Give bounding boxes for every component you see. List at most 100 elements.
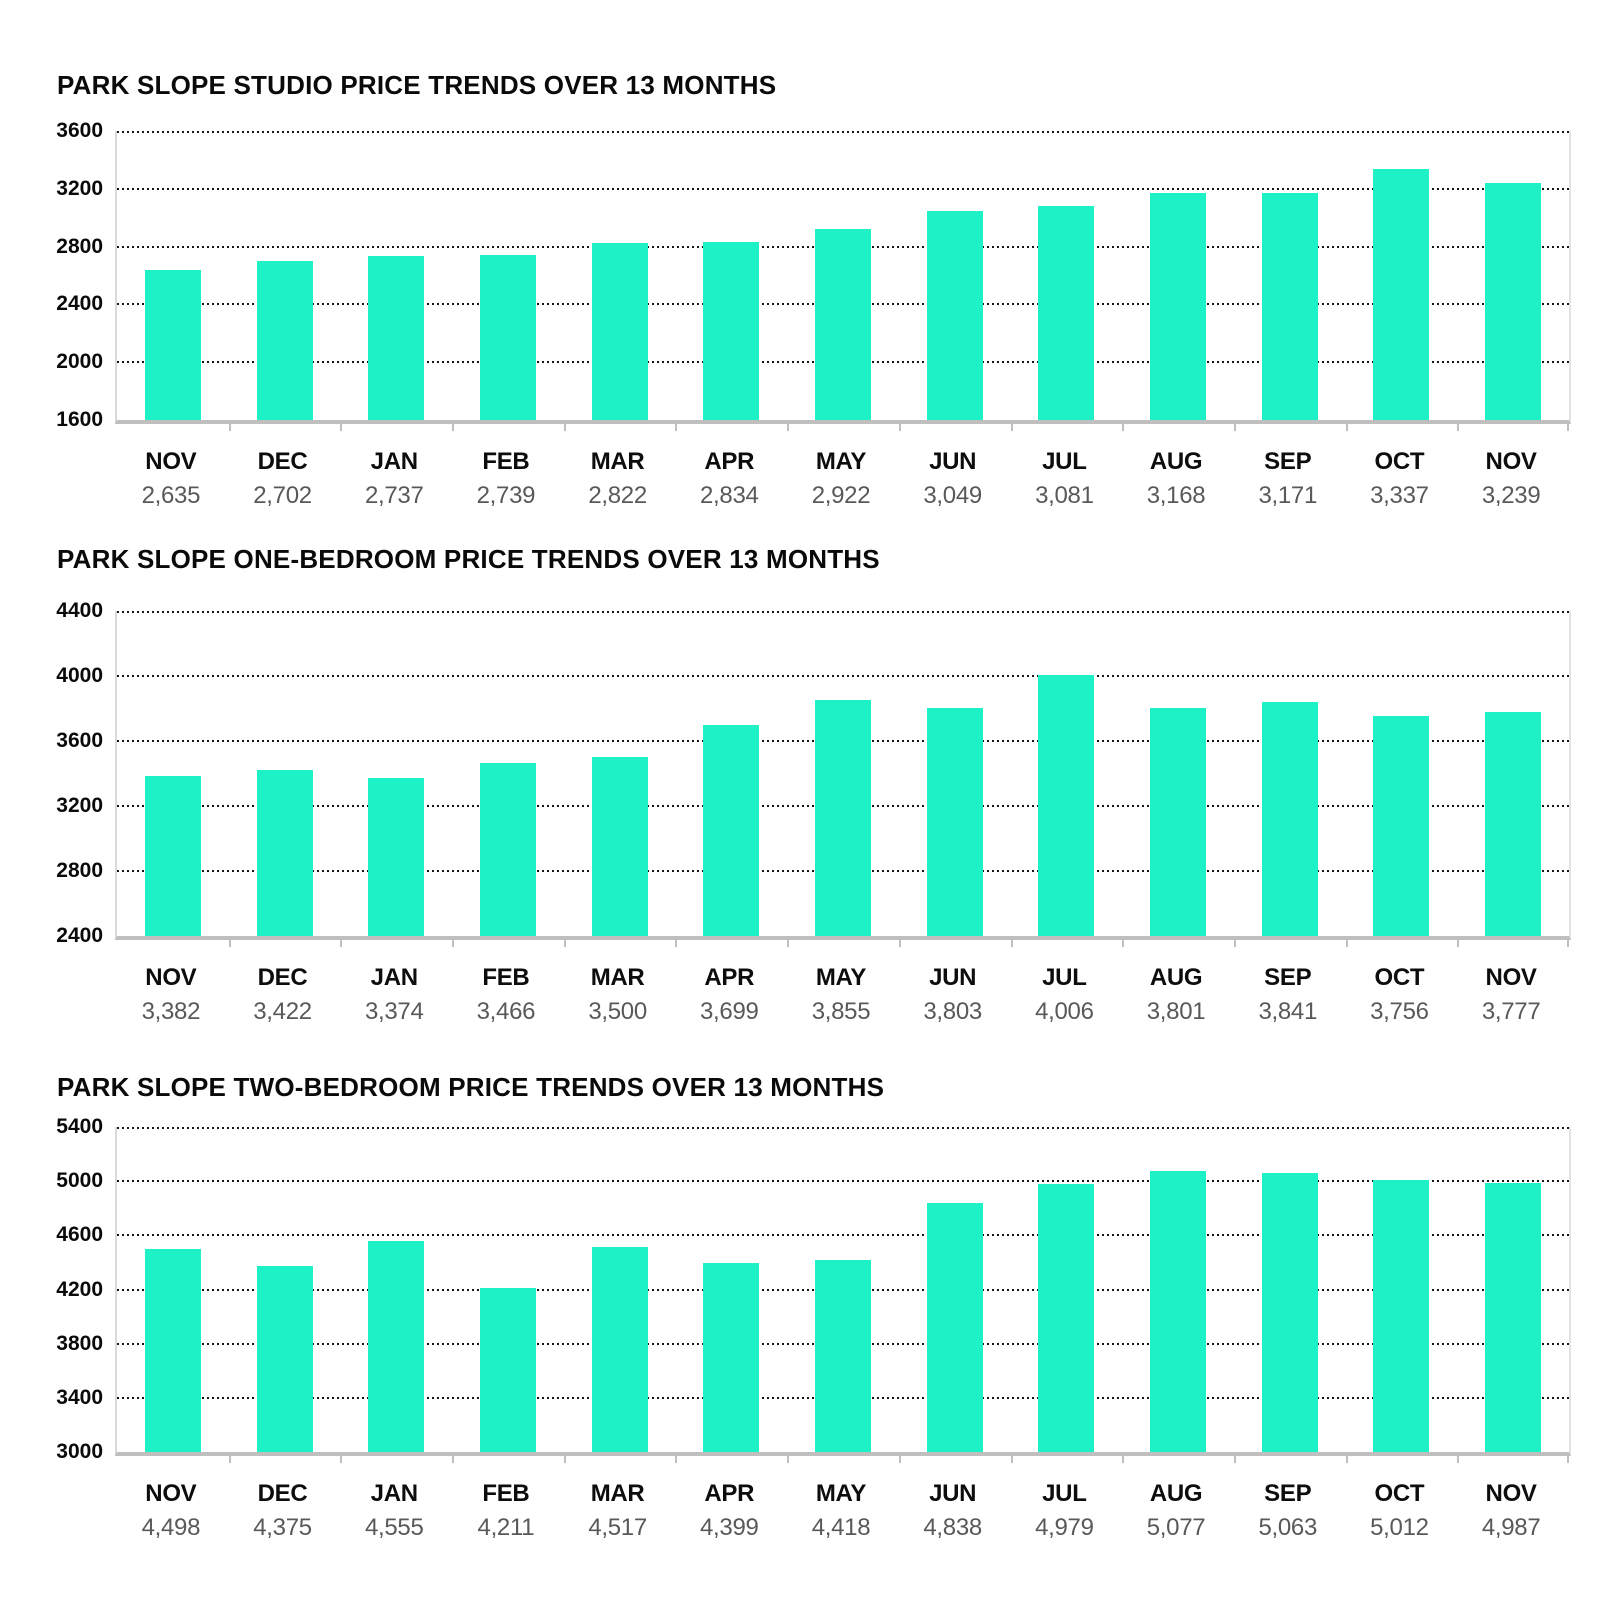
value-label: 2,739: [476, 482, 536, 509]
value-label: 5,077: [1146, 1514, 1206, 1541]
x-axis-tick: [1233, 420, 1236, 431]
bar: [815, 228, 871, 420]
month-label: NOV: [145, 448, 197, 475]
x-label-group: FEB 2,739: [450, 447, 562, 510]
bar: [368, 255, 425, 420]
x-axis-tick: [1122, 936, 1125, 947]
value-label: 3,081: [1035, 482, 1094, 509]
month-label: JUN: [929, 448, 977, 475]
studio-price-chart: PARK SLOPE STUDIO PRICE TRENDS OVER 13 M…: [0, 70, 1600, 510]
month-label: JAN: [370, 448, 418, 475]
x-axis-tick: [228, 420, 231, 431]
x-axis-tick: [1010, 420, 1013, 431]
bar: [591, 757, 648, 936]
bar: [479, 762, 536, 936]
x-label-group: APR 2,834: [673, 447, 785, 510]
month-label: MAR: [590, 448, 645, 475]
gridline: [117, 1180, 1569, 1183]
month-label: MAR: [590, 964, 645, 991]
month-label: SEP: [1264, 448, 1312, 475]
x-axis-tick: [1457, 420, 1460, 431]
month-label: JUL: [1042, 1480, 1087, 1507]
x-axis-tick: [1567, 936, 1569, 947]
value-label: 4,418: [811, 1514, 871, 1541]
month-label: JUL: [1042, 964, 1087, 991]
x-axis-tick: [787, 420, 790, 431]
bar: [479, 1288, 536, 1452]
x-axis-tick: [340, 1452, 343, 1463]
bar: [591, 243, 648, 420]
bar: [1038, 206, 1095, 420]
month-label: OCT: [1374, 448, 1425, 475]
plot-area: 2400 2800 3200 3600 4000 4400: [56, 599, 1571, 947]
value-label: 3,168: [1146, 482, 1206, 509]
x-label-group: AUG 3,801: [1120, 963, 1232, 1026]
value-label: 3,049: [923, 482, 982, 509]
gridline: [117, 1234, 1569, 1237]
y-axis-label: 3200: [56, 794, 103, 817]
bar: [1373, 169, 1430, 420]
y-axis-label: 2800: [56, 859, 103, 882]
x-label-group: JUN 4,838: [897, 1479, 1009, 1542]
month-label: NOV: [1485, 964, 1537, 991]
month-label: APR: [704, 1480, 755, 1507]
x-label-group: JUL 4,979: [1009, 1479, 1121, 1542]
month-label: AUG: [1149, 1480, 1203, 1507]
x-label-group: JAN 3,374: [338, 963, 450, 1026]
value-label: 3,171: [1258, 482, 1317, 509]
y-axis-label: 2400: [56, 924, 103, 947]
x-label-group: NOV 3,239: [1455, 447, 1567, 510]
x-label-group: MAR 4,517: [562, 1479, 674, 1542]
bar: [368, 1241, 425, 1452]
x-axis-tick: [1122, 420, 1125, 431]
bar: [144, 776, 201, 936]
value-label: 3,801: [1146, 998, 1206, 1025]
gridline: [117, 187, 1569, 190]
x-axis-tick: [1345, 420, 1348, 431]
value-label: 3,239: [1481, 482, 1541, 509]
value-label: 3,337: [1370, 482, 1429, 509]
x-label-group: APR 4,399: [673, 1479, 785, 1542]
bar: [703, 1262, 760, 1452]
bar: [368, 777, 425, 936]
month-label: NOV: [1485, 448, 1537, 475]
x-axis-tick: [228, 936, 231, 947]
value-label: 3,382: [141, 998, 201, 1025]
y-axis-label: 2400: [56, 292, 103, 316]
plot-area: 3000 3400 3800 4200 4600 5000 5400: [56, 1115, 1571, 1463]
x-label-group: OCT 5,012: [1344, 1479, 1456, 1542]
x-label-group: JUL 4,006: [1009, 963, 1121, 1026]
value-label: 4,006: [1035, 998, 1094, 1025]
value-label: 4,517: [588, 1514, 647, 1541]
bar: [591, 1246, 648, 1452]
value-label: 4,987: [1481, 1514, 1541, 1541]
x-axis-tick: [228, 1452, 231, 1463]
y-axis-label: 1600: [56, 408, 103, 431]
x-label-group: MAR 3,500: [562, 963, 674, 1026]
x-label-group: SEP 5,063: [1232, 1479, 1344, 1542]
month-label: FEB: [482, 964, 530, 991]
month-label: MAY: [815, 448, 867, 475]
month-label: NOV: [145, 964, 197, 991]
x-axis-tick: [1010, 1452, 1013, 1463]
bar: [703, 724, 760, 936]
value-label: 2,635: [141, 482, 201, 509]
x-axis-tick: [1233, 936, 1236, 947]
x-axis-tick: [452, 1452, 455, 1463]
x-label-group: AUG 3,168: [1120, 447, 1232, 510]
y-axis-label: 3600: [56, 119, 103, 142]
bar: [926, 1203, 983, 1452]
value-label: 2,822: [588, 482, 647, 509]
bar: [1038, 1184, 1095, 1452]
x-axis-tick: [1457, 936, 1460, 947]
x-axis-tick: [898, 420, 901, 431]
value-label: 3,374: [364, 998, 424, 1025]
y-axis-label: 3000: [56, 1440, 103, 1463]
value-label: 3,422: [253, 998, 312, 1025]
value-label: 4,399: [700, 1514, 759, 1541]
x-axis-labels: NOV 2,635 DEC 2,702 JAN 2,737 FEB 2,739 MAR 2,822…: [115, 447, 1567, 510]
plot-area: 1600 2000 2400 2800 3200 3600: [56, 119, 1571, 431]
month-label: JAN: [370, 1480, 418, 1507]
month-label: SEP: [1264, 964, 1312, 991]
value-label: 3,500: [588, 998, 647, 1025]
